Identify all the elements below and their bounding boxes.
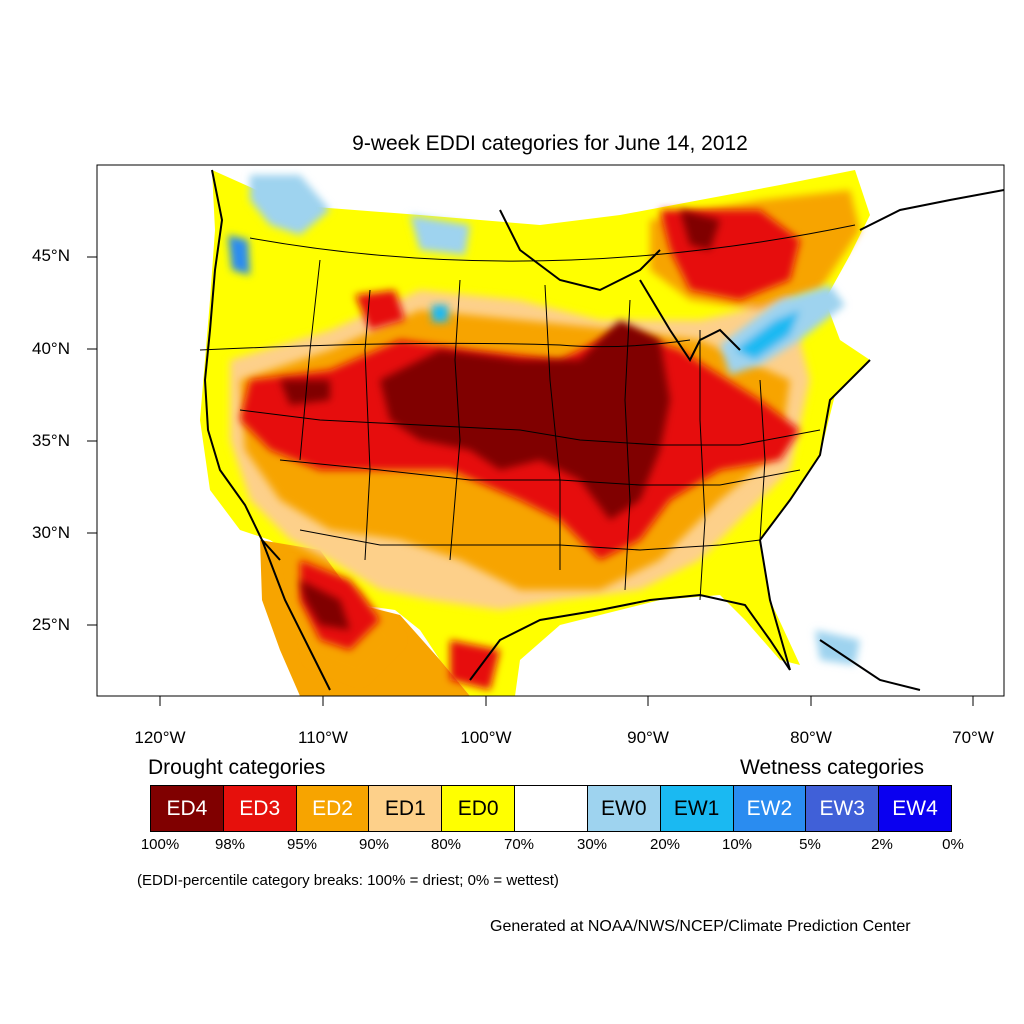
lat-label-40: 40°N xyxy=(32,339,70,358)
legend-ew2: EW2 xyxy=(733,786,807,831)
legend-ed0: ED0 xyxy=(442,786,516,831)
lon-label-70: 70°W xyxy=(952,728,994,747)
credit-line: Generated at NOAA/NWS/NCEP/Climate Predi… xyxy=(490,918,911,935)
break-20: 20% xyxy=(649,836,681,853)
break-5: 5% xyxy=(799,836,821,853)
legend-ew1: EW1 xyxy=(660,786,734,831)
legend-ed3: ED3 xyxy=(223,786,297,831)
lon-label-80: 80°W xyxy=(790,728,832,747)
break-70: 70% xyxy=(503,836,535,853)
break-100: 100% xyxy=(140,836,180,853)
wet-patches xyxy=(228,175,860,665)
legend-ed2: ED2 xyxy=(296,786,370,831)
lat-label-25: 25°N xyxy=(32,615,70,634)
lat-label-35: 35°N xyxy=(32,431,70,450)
map-title: 9-week EDDI categories for June 14, 2012 xyxy=(352,132,748,155)
legend-ew4: EW4 xyxy=(879,786,951,831)
break-98: 98% xyxy=(214,836,246,853)
legend-ew3: EW3 xyxy=(806,786,880,831)
lat-label-30: 30°N xyxy=(32,523,70,542)
break-0: 0% xyxy=(942,836,964,853)
lat-label-45: 45°N xyxy=(32,246,70,265)
boundary-lines xyxy=(199,224,856,601)
legend-ed1: ED1 xyxy=(369,786,443,831)
break-80: 80% xyxy=(430,836,462,853)
legend-ed4: ED4 xyxy=(151,786,224,831)
break-90: 90% xyxy=(358,836,390,853)
map-frame xyxy=(96,164,1005,697)
break-30: 30% xyxy=(576,836,608,853)
break-2: 2% xyxy=(871,836,893,853)
lon-label-100: 100°W xyxy=(460,728,512,747)
break-10: 10% xyxy=(721,836,753,853)
break-95: 95% xyxy=(286,836,318,853)
category-note: (EDDI-percentile category breaks: 100% =… xyxy=(137,872,559,889)
tick-marks xyxy=(87,256,974,706)
coastlines xyxy=(203,169,1004,691)
ed4-field xyxy=(280,210,720,630)
category-legend: ED4 ED3 ED2 ED1 ED0 EW0 EW1 EW2 EW3 EW4 xyxy=(150,785,952,832)
wetness-categories-label: Wetness categories xyxy=(740,756,925,779)
legend-ew0: EW0 xyxy=(587,786,661,831)
lon-label-110: 110°W xyxy=(298,728,348,747)
lon-label-90: 90°W xyxy=(627,728,669,747)
legend-neutral xyxy=(515,786,588,831)
drought-categories-label: Drought categories xyxy=(148,756,326,779)
lon-label-120: 120°W xyxy=(134,728,186,747)
